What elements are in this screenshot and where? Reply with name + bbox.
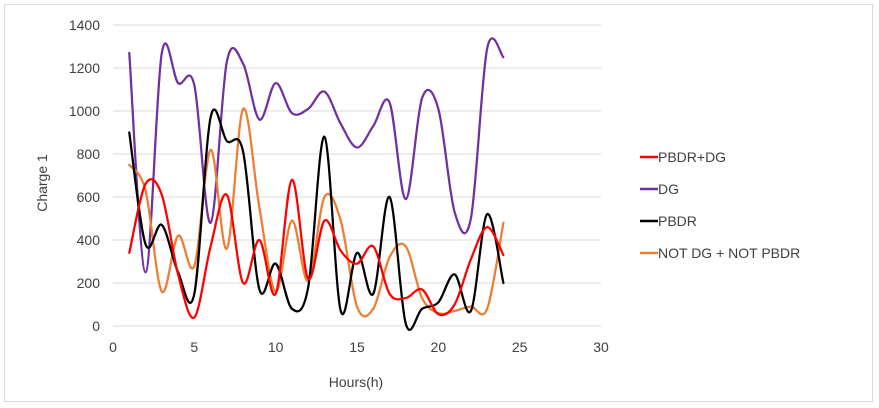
- grid-lines: [113, 24, 601, 327]
- series-lines: [128, 37, 505, 331]
- series-line-pbdr-dg: [128, 178, 505, 319]
- x-axis-ticks: 0 5 10 15 20 25 30: [109, 339, 609, 355]
- y-axis-label: Charge 1: [34, 154, 50, 212]
- y-tick-label: 800: [77, 146, 101, 162]
- x-tick-label: 20: [431, 339, 447, 355]
- legend: PBDR+DG DG PBDR NOT DG + NOT PBDR: [640, 149, 800, 261]
- x-tick-label: 0: [109, 339, 117, 355]
- x-axis-label: Hours(h): [329, 374, 383, 390]
- series-line-pbdr: [128, 108, 505, 331]
- y-tick-label: 400: [77, 232, 101, 248]
- y-tick-label: 600: [77, 189, 101, 205]
- y-tick-label: 1200: [69, 60, 100, 76]
- series-line-dg: [128, 37, 505, 274]
- legend-label-dg: DG: [658, 181, 679, 197]
- y-axis-ticks: 0 200 400 600 800 1000 1200 1400: [69, 17, 100, 334]
- x-tick-label: 10: [268, 339, 284, 355]
- x-tick-label: 15: [349, 339, 365, 355]
- x-tick-label: 5: [190, 339, 198, 355]
- legend-label-pbdr-dg: PBDR+DG: [658, 149, 726, 165]
- legend-label-not-dg-not-pbdr: NOT DG + NOT PBDR: [658, 245, 800, 261]
- y-tick-label: 200: [77, 275, 101, 291]
- legend-label-pbdr: PBDR: [658, 213, 697, 229]
- y-tick-label: 1400: [69, 17, 100, 33]
- y-tick-label: 0: [92, 318, 100, 334]
- x-tick-label: 30: [593, 339, 609, 355]
- x-tick-label: 25: [512, 339, 528, 355]
- y-tick-label: 1000: [69, 103, 100, 119]
